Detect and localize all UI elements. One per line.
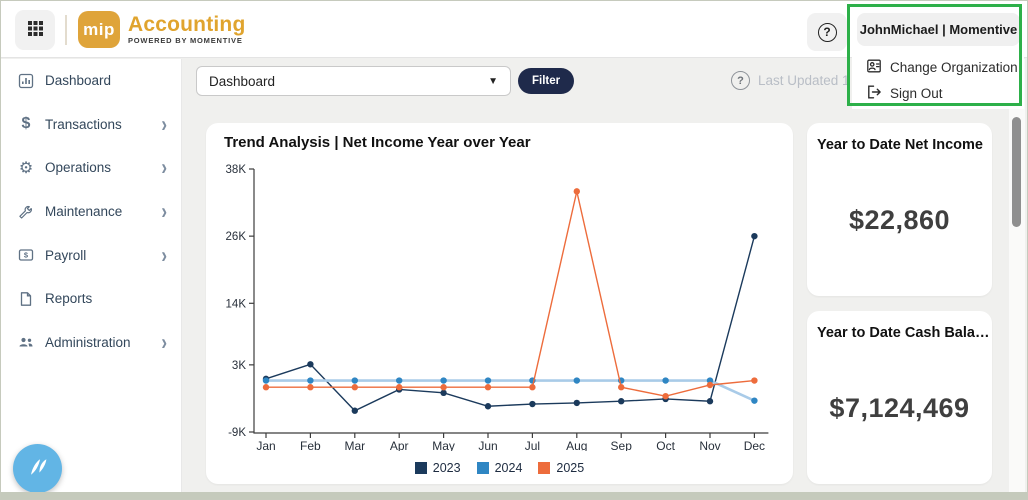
chevron-right-icon: › xyxy=(161,199,167,224)
app-name: Accounting xyxy=(128,13,246,36)
gear-icon: ⚙ xyxy=(18,159,34,177)
sidebar-item-label: Transactions xyxy=(45,116,122,132)
svg-text:Oct: Oct xyxy=(656,439,675,451)
legend-item-2024[interactable]: 2024 xyxy=(476,461,523,475)
app-grid-menu-button[interactable] xyxy=(15,10,55,50)
sidebar-item-label: Reports xyxy=(45,291,93,307)
document-icon xyxy=(17,290,35,308)
wrench-icon xyxy=(17,203,35,221)
svg-text:Dec: Dec xyxy=(744,439,765,451)
sidebar-item-dashboard[interactable]: Dashboard xyxy=(1,59,181,103)
momentive-assistant-button[interactable] xyxy=(13,444,62,493)
svg-text:May: May xyxy=(432,439,455,451)
scrollbar-track xyxy=(1009,59,1025,492)
menu-item-change-organization[interactable]: Change Organization xyxy=(852,54,1024,80)
kpi-title: Year to Date Net Income xyxy=(817,137,983,153)
main-content: Dashboard ▼ Filter ? Last Updated 1 Tren… xyxy=(183,59,1027,492)
chevron-right-icon: › xyxy=(161,242,167,268)
legend-label: 2025 xyxy=(556,461,585,475)
svg-text:Jan: Jan xyxy=(256,439,275,451)
chart-title: Trend Analysis | Net Income Year over Ye… xyxy=(224,134,531,151)
legend-swatch xyxy=(538,462,551,474)
dollar-icon: $ xyxy=(21,115,31,133)
legend-item-2025[interactable]: 2025 xyxy=(538,461,584,475)
sign-out-icon xyxy=(866,84,882,103)
sidebar-item-payroll[interactable]: $ Payroll › xyxy=(1,233,181,277)
net-income-card: Year to Date Net Income $22,860 xyxy=(807,123,992,296)
svg-text:Mar: Mar xyxy=(344,439,365,451)
chevron-right-icon: › xyxy=(161,155,167,181)
sidebar-item-transactions[interactable]: $ Transactions › xyxy=(1,103,181,147)
sidebar-item-maintenance[interactable]: Maintenance › xyxy=(1,190,181,234)
mip-logo-badge: mip xyxy=(78,11,120,48)
last-updated: ? Last Updated 1 xyxy=(731,71,850,90)
help-button[interactable]: ? xyxy=(807,13,847,51)
dashboard-icon xyxy=(17,72,35,90)
legend-swatch xyxy=(414,462,427,474)
menu-item-label: Change Organization xyxy=(890,59,1018,75)
user-menu-button[interactable]: JohnMichael | Momentive xyxy=(857,13,1020,46)
legend-swatch xyxy=(476,462,489,474)
sidebar-item-label: Dashboard xyxy=(45,73,112,89)
chart-legend: 2023 2024 2025 xyxy=(206,461,793,475)
kpi-title: Year to Date Cash Bala… xyxy=(817,325,990,341)
sidebar-nav: Dashboard $ Transactions › ⚙ Operations … xyxy=(1,59,182,494)
chevron-down-icon: ▼ xyxy=(488,75,498,87)
chevron-right-icon: › xyxy=(161,112,167,137)
banknote-icon: $ xyxy=(17,246,35,264)
legend-item-2023[interactable]: 2023 xyxy=(414,461,461,475)
svg-text:Jul: Jul xyxy=(525,439,540,451)
scrollbar-thumb[interactable] xyxy=(1012,117,1021,227)
sidebar-item-administration[interactable]: Administration › xyxy=(1,321,181,365)
trend-analysis-card: Trend Analysis | Net Income Year over Ye… xyxy=(206,123,793,484)
dashboard-select[interactable]: Dashboard ▼ xyxy=(196,66,511,96)
header-divider xyxy=(65,15,67,45)
svg-text:Aug: Aug xyxy=(566,439,587,451)
brand-logo: mip Accounting POWERED BY MOMENTIVE xyxy=(78,11,246,48)
svg-text:Feb: Feb xyxy=(300,439,321,451)
momentive-sails-icon xyxy=(24,453,52,484)
last-updated-text: Last Updated 1 xyxy=(758,73,850,88)
cash-balance-card: Year to Date Cash Bala… $7,124,469 xyxy=(807,311,992,484)
kpi-value: $22,860 xyxy=(848,205,951,235)
sidebar-item-operations[interactable]: ⚙ Operations › xyxy=(1,146,181,190)
trend-line-chart: 38K 26K 14K 3K -9K Jan Feb Mar Apr May Jun Jul Aug Se… xyxy=(226,164,769,451)
organization-card-icon xyxy=(866,58,882,77)
info-question-icon[interactable]: ? xyxy=(731,71,750,90)
sidebar-item-reports[interactable]: Reports xyxy=(1,277,181,321)
legend-label: 2024 xyxy=(494,461,523,475)
sidebar-item-label: Administration xyxy=(45,334,131,350)
sidebar-item-label: Maintenance xyxy=(45,204,123,220)
chevron-right-icon: › xyxy=(161,330,167,355)
people-icon xyxy=(17,333,35,351)
user-dropdown-menu: Change Organization Sign Out xyxy=(852,49,1024,109)
svg-text:-9K: -9K xyxy=(228,427,246,439)
svg-text:Nov: Nov xyxy=(699,439,720,451)
svg-text:3K: 3K xyxy=(232,360,246,372)
sidebar-item-label: Payroll xyxy=(45,247,87,263)
svg-text:38K: 38K xyxy=(226,164,247,176)
filter-button[interactable]: Filter xyxy=(518,68,575,94)
sidebar-item-label: Operations xyxy=(45,160,112,176)
svg-text:$: $ xyxy=(24,251,29,260)
window-bottom-edge xyxy=(1,492,1027,499)
svg-text:26K: 26K xyxy=(226,231,247,243)
grid-icon xyxy=(27,20,44,40)
menu-item-sign-out[interactable]: Sign Out xyxy=(852,80,1024,106)
menu-item-label: Sign Out xyxy=(890,85,943,101)
brand-tagline: POWERED BY MOMENTIVE xyxy=(128,36,243,45)
svg-text:Sep: Sep xyxy=(611,439,633,451)
svg-text:14K: 14K xyxy=(226,298,247,310)
legend-label: 2023 xyxy=(432,461,461,475)
svg-text:Apr: Apr xyxy=(390,439,409,451)
kpi-value: $7,124,469 xyxy=(829,393,970,423)
help-question-icon: ? xyxy=(817,22,837,42)
app-header: mip Accounting POWERED BY MOMENTIVE ? xyxy=(1,1,1027,58)
dashboard-select-value: Dashboard xyxy=(209,73,276,89)
svg-text:Jun: Jun xyxy=(478,439,497,451)
